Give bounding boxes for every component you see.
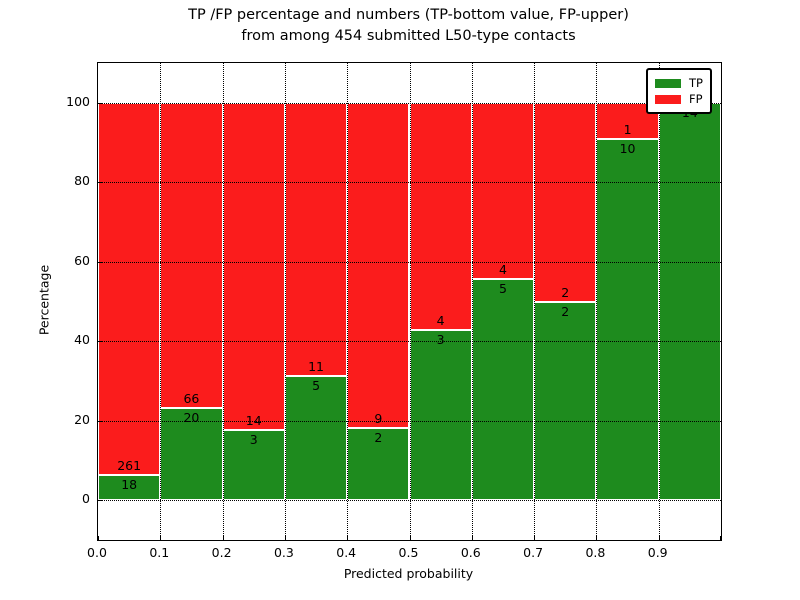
bar-segment-tp xyxy=(534,301,597,501)
v-gridline xyxy=(409,63,411,540)
bar-segment-fp xyxy=(160,102,223,408)
v-gridline xyxy=(160,63,162,540)
x-tick-mark xyxy=(284,536,286,540)
x-tick-label: 0.4 xyxy=(336,545,357,560)
legend-label-fp: FP xyxy=(689,92,703,106)
x-tick-mark xyxy=(98,536,99,540)
y-tick-mark xyxy=(98,182,102,184)
v-gridline xyxy=(222,63,224,540)
x-tick-mark xyxy=(409,536,411,540)
v-gridline xyxy=(658,63,660,540)
bar-value-tp: 10 xyxy=(619,140,636,156)
y-tick-mark xyxy=(98,420,102,422)
bar-segment-fp xyxy=(222,102,285,431)
bar-value-tp: 5 xyxy=(312,378,321,394)
x-tick-label: 0.9 xyxy=(647,545,668,560)
x-tick-label: 0.0 xyxy=(87,545,107,560)
legend-swatch-fp xyxy=(655,94,681,104)
x-tick-mark xyxy=(222,536,224,540)
x-tick-label: 0.7 xyxy=(523,545,544,560)
bar-value-tp: 2 xyxy=(374,429,383,445)
y-tick-mark xyxy=(98,102,102,104)
x-tick-label: 0.2 xyxy=(211,545,232,560)
x-tick-mark xyxy=(534,536,536,540)
bar-segment-tp xyxy=(222,430,285,501)
bar-value-fp: 9 xyxy=(374,410,383,426)
bar-value-tp: 3 xyxy=(249,432,258,448)
bar-segment-fp xyxy=(347,102,410,428)
bar-value-fp: 14 xyxy=(245,413,262,429)
v-gridline xyxy=(596,63,598,540)
x-tick-label: 0.8 xyxy=(585,545,606,560)
bar-value-fp: 4 xyxy=(498,262,507,278)
y-tick-label: 20 xyxy=(74,411,90,427)
chart-title-line1: TP /FP percentage and numbers (TP-bottom… xyxy=(188,7,629,23)
legend: TP FP xyxy=(646,68,712,114)
x-tick-mark xyxy=(347,536,349,540)
bar-segment-tp xyxy=(596,138,659,501)
v-gridline xyxy=(347,63,349,540)
bar-value-fp: 4 xyxy=(436,312,445,328)
y-tick-mark xyxy=(98,261,102,263)
bar-segment-fp xyxy=(98,102,161,475)
chart-title-line2: from among 454 submitted L50-type contac… xyxy=(241,28,576,44)
v-gridline xyxy=(471,63,473,540)
x-tick-mark xyxy=(471,536,473,540)
bar-segment-fp xyxy=(409,102,472,330)
bar-value-fp: 1 xyxy=(623,121,632,137)
bar-segment-tp xyxy=(409,329,472,501)
bar-value-fp: 11 xyxy=(308,359,324,375)
bar-segment-tp xyxy=(658,102,721,501)
bar-segment-fp xyxy=(534,102,597,302)
bar-value-tp: 3 xyxy=(436,331,445,347)
y-tick-label: 100 xyxy=(66,93,90,109)
x-tick-label: 0.5 xyxy=(398,545,419,560)
legend-label-tp: TP xyxy=(689,76,703,90)
bar-value-tp: 5 xyxy=(498,281,507,297)
bar-segment-tp xyxy=(471,279,535,501)
x-tick-label: 0.6 xyxy=(460,545,481,560)
bar-segment-fp xyxy=(284,102,348,377)
y-tick-mark xyxy=(98,500,102,502)
legend-item-tp: TP xyxy=(655,75,710,91)
bar-value-fp: 66 xyxy=(183,390,200,406)
y-axis-label: Percentage xyxy=(36,264,52,336)
v-gridline xyxy=(284,63,286,540)
bar-value-fp: 261 xyxy=(117,457,142,473)
bar-segment-tp xyxy=(98,474,161,501)
v-gridline xyxy=(534,63,536,540)
bar-segment-tp xyxy=(160,407,223,501)
x-tick-label: 0.1 xyxy=(149,545,170,560)
x-tick-mark xyxy=(658,536,660,540)
y-tick-label: 80 xyxy=(74,173,90,189)
legend-item-fp: FP xyxy=(655,91,710,107)
x-tick-mark xyxy=(720,536,721,540)
y-tick-mark xyxy=(98,341,102,343)
bar-segment-fp xyxy=(471,102,535,280)
bar-value-fp: 2 xyxy=(561,284,570,300)
legend-swatch-tp xyxy=(655,78,681,88)
x-axis-label: Predicted probability xyxy=(343,566,474,581)
y-tick-label: 40 xyxy=(74,332,90,348)
x-tick-mark xyxy=(160,536,162,540)
bar-segment-tp xyxy=(347,427,410,501)
y-tick-label: 0 xyxy=(82,491,90,507)
bar-value-tp: 20 xyxy=(183,409,200,425)
x-tick-label: 0.3 xyxy=(273,545,294,560)
x-tick-mark xyxy=(596,536,598,540)
y-tick-label: 60 xyxy=(74,252,90,268)
bar-value-tp: 2 xyxy=(561,303,570,319)
bar-value-tp: 18 xyxy=(121,476,138,492)
bar-segment-tp xyxy=(284,376,348,501)
chart-title: TP /FP percentage and numbers (TP-bottom… xyxy=(97,5,720,47)
